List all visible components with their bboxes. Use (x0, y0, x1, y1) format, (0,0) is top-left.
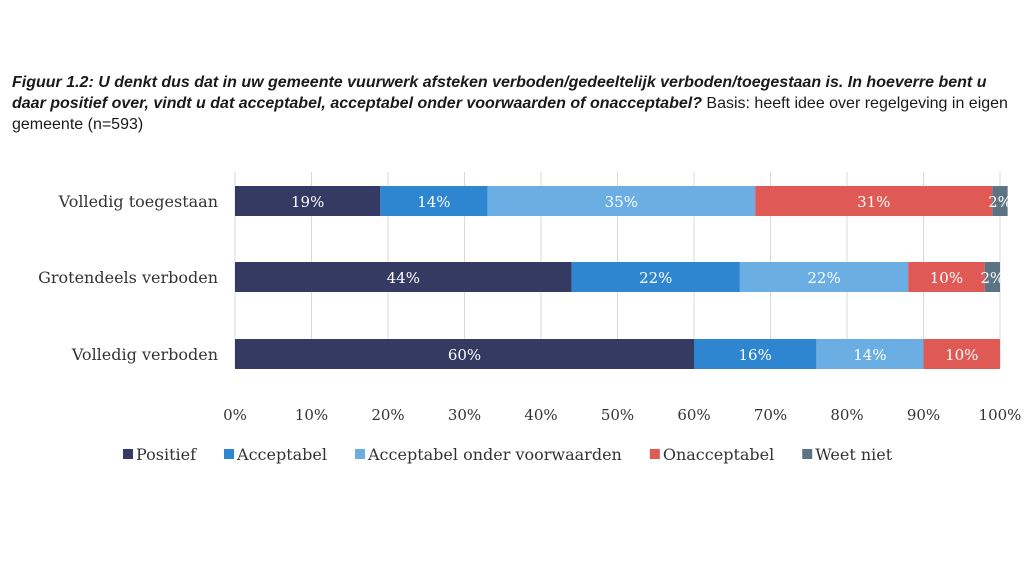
x-tick-label: 10% (295, 406, 328, 424)
bar-segment (487, 186, 756, 216)
caption-basis: Basis: heeft idee over regelgeving in ei… (12, 95, 1008, 133)
bar-segment (235, 262, 572, 292)
bar-segment (984, 262, 1000, 292)
data-label: 2% (980, 269, 1004, 287)
data-label: 10% (945, 346, 978, 364)
data-label: 14% (853, 346, 886, 364)
data-label: 19% (291, 193, 324, 211)
x-tick-label: 70% (754, 406, 787, 424)
category-label: Volledig verboden (71, 345, 218, 364)
x-axis-tick-labels: 0% 10% 20% 30% 40% 50% 60% 70% 80% 90% 100% (223, 406, 1021, 424)
x-tick-label: 50% (601, 406, 634, 424)
x-tick-label: 100% (979, 406, 1022, 424)
data-label: 22% (807, 269, 840, 287)
legend-swatch (355, 449, 365, 459)
bar-segment (816, 339, 924, 369)
figure-caption: Figuur 1.2: U denkt dus dat in uw gemeen… (12, 72, 1012, 135)
data-label: 22% (639, 269, 672, 287)
x-tick-label: 20% (371, 406, 404, 424)
data-label: 16% (739, 346, 772, 364)
legend-swatch (649, 449, 660, 459)
bar-segment (992, 186, 1008, 216)
legend-label: Weet niet (815, 445, 892, 464)
bar-segment (694, 339, 817, 369)
category-labels: Volledig toegestaan Grotendeels verboden V… (38, 192, 218, 364)
bar-segment (571, 262, 740, 292)
bar-segment (755, 186, 993, 216)
x-tick-label: 90% (907, 406, 940, 424)
bars: 19% 14% 35% 31% 2% 44% 22% 22% 10% 2% 60% 16% 14% 10% (235, 186, 1012, 369)
data-label: 31% (857, 193, 890, 211)
legend-swatch (224, 449, 235, 459)
legend-label: Onacceptabel (663, 445, 774, 464)
x-tick-label: 60% (677, 406, 710, 424)
data-label: 14% (417, 193, 450, 211)
data-label: 2% (988, 193, 1012, 211)
x-tick-label: 0% (223, 406, 247, 424)
bar-segment (380, 186, 488, 216)
x-tick-label: 30% (448, 406, 481, 424)
data-label: 35% (605, 193, 638, 211)
data-label: 60% (448, 346, 481, 364)
bar-segment (235, 186, 381, 216)
legend-label: Acceptabel onder voorwaarden (367, 445, 622, 464)
bar-segment (235, 339, 694, 369)
caption-question: Figuur 1.2: U denkt dus dat in uw gemeen… (12, 74, 987, 112)
legend-swatch (802, 449, 813, 459)
legend: Positief Acceptabel Acceptabel onder voorw… (123, 445, 893, 464)
x-tick-label: 40% (524, 406, 557, 424)
data-label: 10% (930, 269, 963, 287)
legend-label: Positief (136, 445, 197, 464)
legend-swatch (123, 449, 133, 459)
category-label: Grotendeels verboden (38, 268, 218, 287)
bar-segment (739, 262, 909, 292)
category-label: Volledig toegestaan (58, 192, 218, 211)
bar-segment (923, 339, 1000, 369)
data-label: 44% (387, 269, 420, 287)
bar-segment (908, 262, 985, 292)
x-tick-label: 80% (830, 406, 863, 424)
legend-label: Acceptabel (236, 445, 327, 464)
